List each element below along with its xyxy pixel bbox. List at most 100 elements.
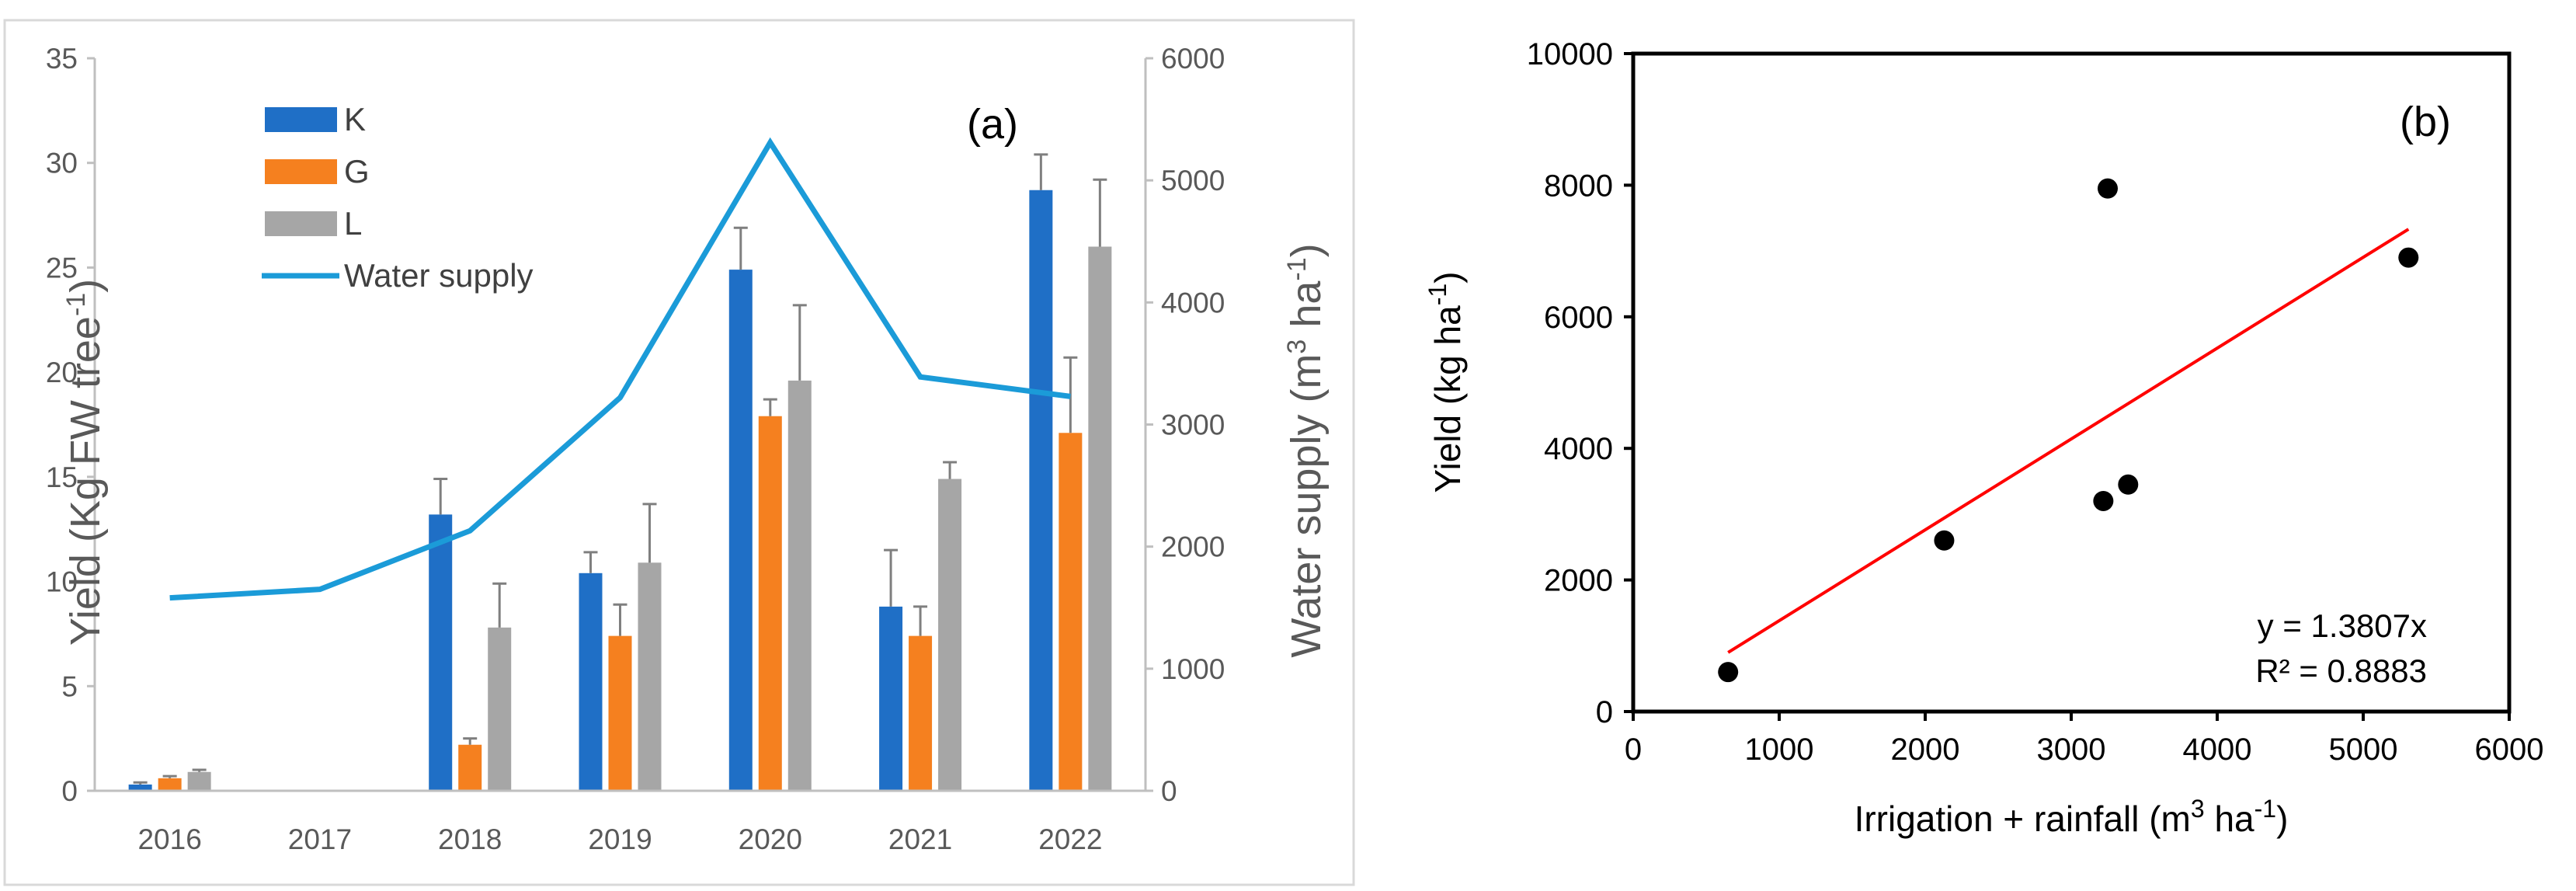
x-tick-label: 2020 [739, 823, 802, 855]
x-tick-label: 2017 [288, 823, 352, 855]
panel-a-y2-axis-label-mid: ha [1283, 280, 1330, 339]
scatter-point-4 [2098, 178, 2118, 199]
panel-a-label: (a) [967, 101, 1018, 148]
bar-G-2021 [909, 635, 933, 791]
x-tick-label: 2019 [588, 823, 652, 855]
y-tick-label: 5 [61, 670, 78, 702]
panel-a-y-axis-label: Yield (Kg FW tree-1) [61, 279, 109, 646]
y2-tick-label: 3000 [1161, 409, 1225, 441]
bar-K-2016 [128, 784, 152, 791]
legend-swatch-K [265, 107, 337, 132]
water-supply-line [169, 137, 1071, 601]
x-tick-label: 6000 [2475, 733, 2544, 767]
y-tick-label: 15 [46, 461, 78, 493]
bar-K-2020 [728, 270, 753, 791]
panel-b-ticks: 0 1000 2000 3000 4000 5000 6000 0 2000 4000 6000 80… [1527, 37, 2544, 767]
bar-K-2022 [1029, 190, 1053, 792]
panel-a-y2-axis-label-end: ) [1283, 243, 1330, 257]
legend-label: L [344, 205, 362, 242]
bar-K-2021 [879, 606, 903, 791]
y-tick-label: 10000 [1527, 37, 1613, 71]
y2-tick-label: 5000 [1161, 165, 1225, 197]
panel-b-y-axis-label-main: Yield (kg ha [1427, 305, 1468, 493]
y2-tick-label: 0 [1161, 775, 1177, 807]
x-tick-label: 2016 [137, 823, 201, 855]
panel-a-marks [128, 137, 1112, 792]
y-tick-label: 25 [46, 252, 78, 284]
bar-G-2018 [458, 744, 482, 791]
x-tick-label: 2021 [888, 823, 952, 855]
bar-G-2019 [608, 635, 632, 791]
panel-a-y-axis-label-main: Yield (Kg FW tree [62, 316, 109, 646]
legend-label: K [344, 101, 366, 137]
panel-b-y-axis-label: Yield (kg ha-1) [1424, 272, 1468, 493]
panel-b-x-axis-label-main: Irrigation + rainfall (m [1855, 799, 2191, 839]
panel-a-y-axis-label-end: ) [62, 279, 109, 293]
trendline [1727, 228, 2410, 654]
y2-tick-label: 2000 [1161, 531, 1225, 563]
panel-a-ticks: 0 5 10 15 20 25 30 35 0 1000 2000 3000 4000 5000 6000 2… [46, 43, 1225, 855]
panel-b-x-axis-label-mid: ha [2205, 799, 2254, 839]
x-tick-label: 3000 [2037, 733, 2106, 767]
y-tick-label: 10 [46, 566, 78, 598]
panel-b-y-axis-label-sup: -1 [1424, 284, 1451, 305]
bar-G-2020 [758, 416, 782, 791]
panel-a-y-axis-label-sup: -1 [61, 293, 91, 316]
scatter-point-6 [2398, 247, 2419, 268]
bar-K-2019 [579, 573, 603, 791]
bar-L-2020 [787, 380, 812, 791]
panel-b-plot-frame [1631, 51, 2512, 714]
bar-L-2021 [938, 479, 962, 791]
panel-b-x-axis-label-end: ) [2276, 799, 2288, 839]
bar-L-2019 [638, 562, 662, 791]
y2-tick-label: 4000 [1161, 287, 1225, 318]
scatter-point-2 [1934, 530, 1955, 551]
panel-a-frame [3, 19, 1355, 886]
x-tick-label: 4000 [2183, 733, 2252, 767]
trendline-equation: y = 1.3807x [2258, 607, 2427, 644]
x-tick-label: 1000 [1745, 733, 1814, 767]
bar-G-2016 [158, 778, 182, 791]
panel-b-label: (b) [2400, 99, 2451, 145]
y2-tick-label: 1000 [1161, 653, 1225, 685]
y-tick-label: 20 [46, 357, 78, 388]
panel-a-y2-axis-label-sup: 3 [1282, 339, 1312, 354]
bar-K-2018 [429, 514, 453, 791]
x-tick-label: 5000 [2329, 733, 2398, 767]
y-tick-label: 30 [46, 148, 78, 179]
bar-L-2016 [187, 771, 211, 791]
panel-a-y2-axis-label-main: Water supply (m [1283, 354, 1330, 658]
panel-b-x-axis-label-sup2: -1 [2254, 795, 2276, 823]
x-tick-label: 2018 [438, 823, 502, 855]
legend-swatch-G [265, 159, 337, 184]
y-tick-label: 0 [1596, 695, 1613, 729]
y2-tick-label: 6000 [1161, 43, 1225, 75]
panel-b-x-axis-label: Irrigation + rainfall (m3 ha-1) [1855, 795, 2289, 839]
panel-b-x-axis-label-sup: 3 [2191, 795, 2205, 823]
y-tick-label: 8000 [1544, 169, 1613, 203]
scatter-point-5 [2118, 474, 2139, 495]
y-tick-label: 2000 [1544, 564, 1613, 598]
panel-b-y-axis-label-end: ) [1427, 272, 1468, 284]
bar-L-2018 [488, 627, 512, 791]
panel-a-legend: KGL Water supply [262, 101, 534, 294]
panel-a-y2-axis-label: Water supply (m3 ha-1) [1282, 243, 1330, 657]
x-tick-label: 2022 [1038, 823, 1102, 855]
y-tick-label: 6000 [1544, 301, 1613, 335]
x-tick-label: 0 [1625, 733, 1642, 767]
panel-a-y2-axis-label-sup2: -1 [1282, 257, 1312, 280]
trendline-r-squared: R² = 0.8883 [2255, 653, 2427, 689]
scatter-point-3 [2093, 490, 2114, 511]
legend-swatch-L [265, 211, 337, 236]
legend-label: Water supply [344, 257, 534, 294]
x-tick-label: 2000 [1891, 733, 1960, 767]
legend-label: G [344, 153, 370, 190]
scatter-point-1 [1718, 662, 1739, 683]
panel-b-marks [1718, 178, 2419, 683]
y-tick-label: 4000 [1544, 432, 1613, 466]
y-tick-label: 35 [46, 43, 78, 75]
bar-L-2022 [1088, 246, 1112, 791]
y-tick-label: 0 [61, 775, 78, 807]
bar-G-2022 [1059, 433, 1083, 791]
